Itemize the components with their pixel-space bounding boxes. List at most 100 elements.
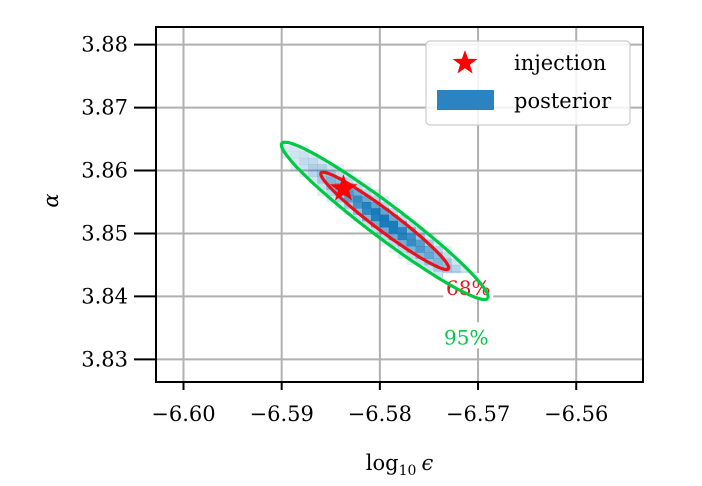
contour-68	[319, 170, 451, 272]
posterior-cell	[370, 195, 381, 203]
posterior-cell	[353, 183, 363, 190]
posterior-cell	[379, 214, 390, 222]
contour-95	[279, 140, 490, 302]
contour-label-bg	[441, 322, 492, 349]
posterior-cell	[388, 239, 399, 247]
posterior-cell	[433, 258, 443, 266]
posterior-cell	[442, 252, 452, 259]
posterior-cell	[379, 201, 390, 209]
posterior-cell	[326, 164, 336, 171]
posterior-cell	[415, 252, 425, 259]
posterior-cell	[281, 145, 291, 152]
posterior-cell	[353, 189, 363, 196]
posterior-cell	[406, 220, 416, 228]
posterior-cell	[406, 246, 416, 253]
legend-patch-icon	[437, 90, 494, 110]
posterior-cell	[433, 271, 443, 278]
legend: injection posterior	[425, 40, 631, 126]
posterior-cell	[326, 189, 336, 196]
y-tick-label: 3.87	[81, 96, 128, 120]
plot-frame	[155, 26, 644, 383]
y-axis-ticks: 3.83 3.84 3.85 3.86 3.87 3.88	[81, 33, 156, 371]
posterior-cell	[415, 258, 425, 266]
posterior-cell	[290, 145, 300, 152]
posterior-cell	[353, 195, 363, 203]
posterior-cell	[370, 208, 381, 215]
posterior-cell	[317, 157, 327, 165]
posterior-cell	[344, 176, 354, 184]
posterior-cell	[299, 157, 309, 165]
posterior-cell	[424, 246, 434, 253]
x-axis-label-subscript: 10	[399, 463, 417, 479]
x-tick-label: −6.59	[249, 402, 313, 426]
posterior-cell	[370, 214, 381, 222]
posterior-cell	[415, 239, 425, 247]
posterior-cell	[317, 164, 327, 171]
posterior-cell	[424, 233, 434, 241]
x-tick-label: −6.60	[151, 402, 215, 426]
posterior-cell	[308, 157, 318, 165]
posterior-cell	[379, 220, 390, 228]
posterior-cell	[424, 252, 434, 259]
posterior-cell	[362, 195, 372, 203]
x-tick-label: −6.58	[348, 402, 412, 426]
posterior-cell	[379, 227, 390, 234]
posterior-cell	[344, 195, 354, 203]
posterior-cell	[397, 246, 407, 253]
x-tick-label: −6.56	[544, 402, 608, 426]
y-tick-label: 3.84	[81, 284, 128, 308]
posterior-cell	[362, 220, 372, 228]
posterior-cell	[335, 170, 345, 178]
posterior-cell	[388, 227, 399, 234]
posterior-cell	[397, 220, 407, 228]
legend-label-injection: injection	[514, 51, 606, 75]
posterior-cell	[397, 227, 407, 234]
posterior-cell	[308, 176, 318, 184]
posterior-cell	[388, 208, 399, 215]
posterior-cell	[370, 201, 381, 209]
y-tick-label: 3.88	[81, 33, 128, 57]
posterior-cell	[326, 176, 336, 184]
posterior-cell	[424, 264, 434, 272]
posterior-cell	[388, 214, 399, 222]
posterior-cell	[406, 252, 416, 259]
x-axis-label: log10 ϵ	[366, 451, 434, 479]
posterior-cell	[415, 227, 425, 234]
posterior-cell	[317, 183, 327, 190]
posterior-cell	[406, 239, 416, 247]
posterior-cell	[353, 214, 363, 222]
posterior-cell	[397, 239, 407, 247]
posterior-cell	[353, 201, 363, 209]
y-tick-label: 3.83	[81, 347, 128, 371]
contour-label-95: 95%	[444, 325, 488, 349]
posterior-cell	[433, 252, 443, 259]
legend-label-posterior: posterior	[514, 89, 612, 113]
posterior-cell	[299, 164, 309, 171]
credible-contours: 68%95%	[279, 140, 494, 349]
y-tick-label: 3.85	[81, 221, 128, 245]
posterior-cell	[299, 151, 309, 159]
posterior-cell	[415, 246, 425, 253]
legend-star-icon	[452, 50, 478, 74]
posterior-cell	[290, 151, 300, 159]
posterior-cell	[433, 246, 443, 253]
injection-markers	[329, 174, 358, 201]
posterior-cell	[308, 164, 318, 171]
posterior-cell	[362, 208, 372, 215]
x-tick-label: −6.57	[446, 402, 510, 426]
injection-star-icon	[329, 174, 358, 201]
posterior-cell	[370, 227, 381, 234]
y-tick-label: 3.86	[81, 159, 128, 183]
posterior-cell	[451, 264, 461, 272]
posterior-cell	[362, 201, 372, 209]
posterior-cell	[388, 233, 399, 241]
posterior-cell	[362, 189, 372, 196]
posterior-cell	[379, 233, 390, 241]
x-axis-ticks: −6.60 −6.59 −6.58 −6.57 −6.56	[151, 382, 608, 426]
posterior-cell	[379, 208, 390, 215]
posterior-cell	[370, 220, 381, 228]
posterior-cell	[451, 258, 461, 266]
y-axis-label: α	[39, 193, 63, 207]
posterior-cell	[290, 157, 300, 165]
